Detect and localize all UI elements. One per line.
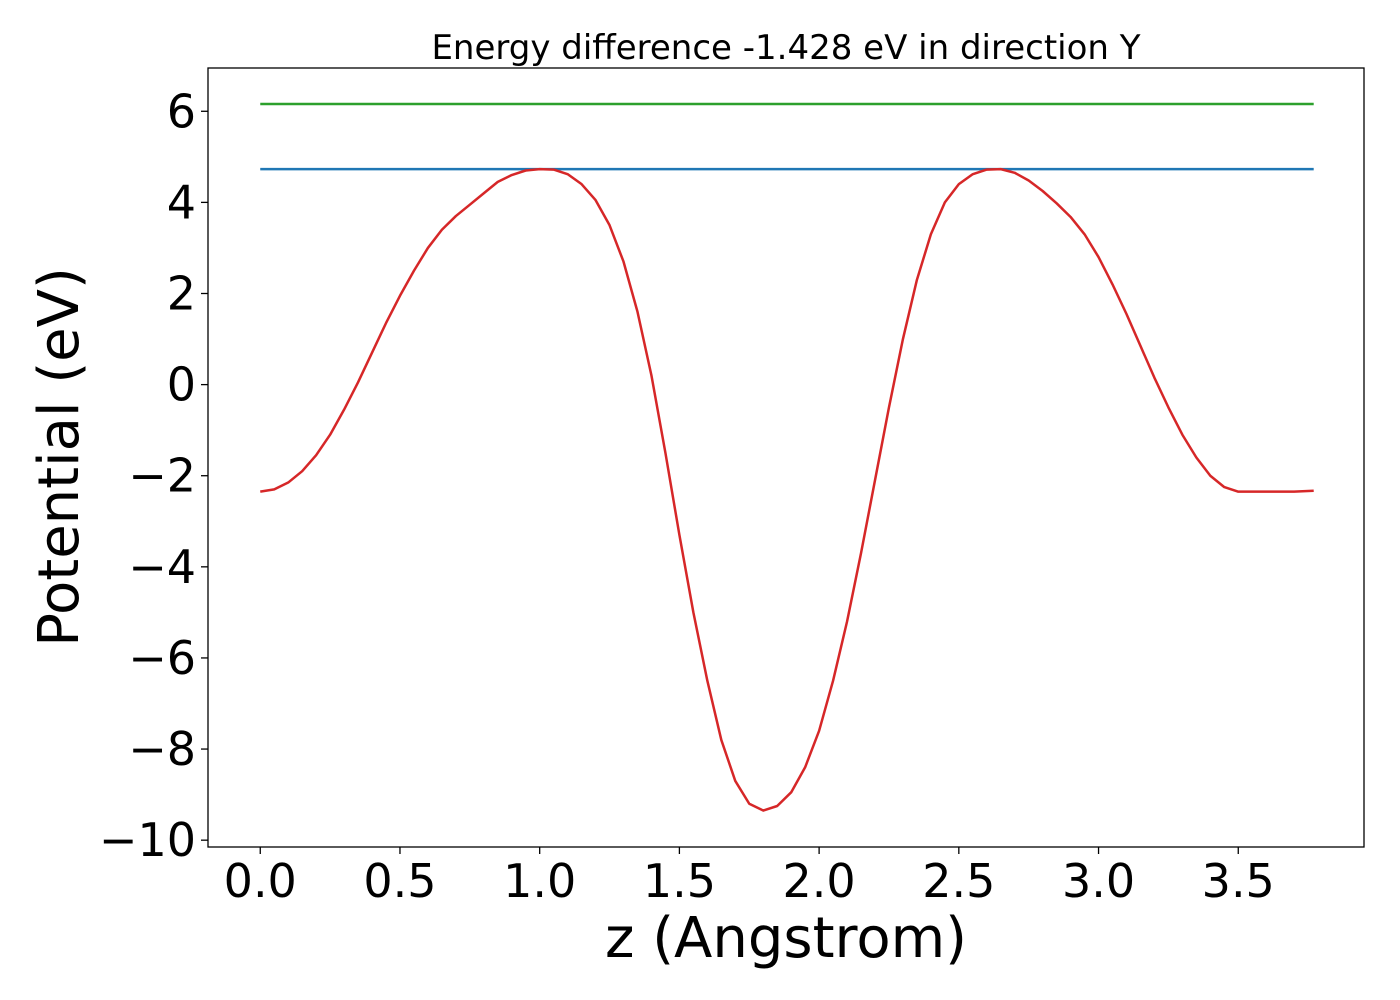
y-axis-ticks: 6 4 2 0 −2 −4 −6 −8 −10 xyxy=(99,84,208,867)
y-tick-label-8: −10 xyxy=(99,813,196,867)
y-tick-label-3: 0 xyxy=(167,358,196,412)
plot-series xyxy=(260,102,1314,812)
y-tick-label-2: 2 xyxy=(167,267,196,321)
x-tick-label-1: 0.5 xyxy=(363,854,436,908)
x-tick-label-5: 2.5 xyxy=(922,854,995,908)
y-tick-label-1: 4 xyxy=(167,175,196,229)
x-tick-label-0: 0.0 xyxy=(224,854,297,908)
x-tick-label-2: 1.0 xyxy=(503,854,576,908)
y-tick-label-6: −6 xyxy=(128,631,196,685)
x-tick-label-6: 3.0 xyxy=(1062,854,1135,908)
chart-title: Energy difference -1.428 eV in direction… xyxy=(431,28,1140,68)
x-axis-label: z (Angstrom) xyxy=(605,906,967,971)
x-tick-label-3: 1.5 xyxy=(643,854,716,908)
y-tick-label-5: −4 xyxy=(128,540,196,594)
y-tick-label-4: −2 xyxy=(128,449,196,503)
x-tick-label-4: 2.0 xyxy=(783,854,856,908)
y-axis-label: Potential (eV) xyxy=(27,267,92,647)
plot-frame xyxy=(207,67,1365,848)
x-axis-ticks: 0.0 0.5 1.0 1.5 2.0 2.5 3.0 3.5 xyxy=(224,847,1275,908)
x-tick-label-7: 3.5 xyxy=(1202,854,1275,908)
series-line-2 xyxy=(260,167,1314,812)
y-tick-label-7: −8 xyxy=(128,722,196,776)
y-tick-label-0: 6 xyxy=(167,84,196,138)
